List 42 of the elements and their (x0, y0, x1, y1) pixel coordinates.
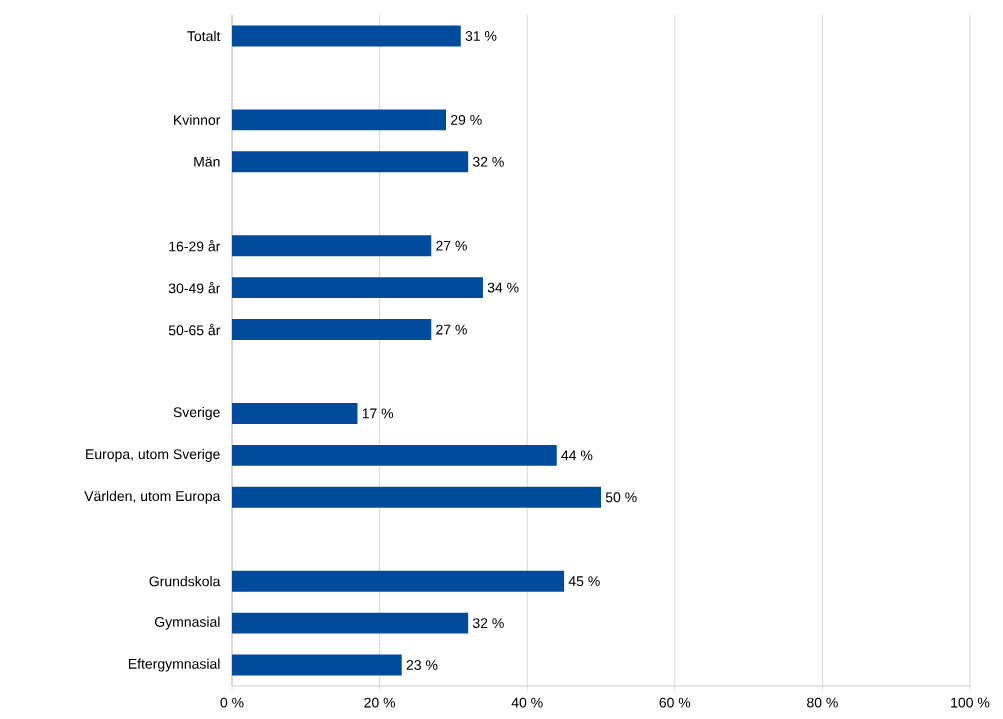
data-label: 32 % (472, 618, 504, 629)
x-tick-label: 80 % (807, 697, 838, 708)
bar (232, 486, 601, 508)
data-label: 27 % (436, 324, 467, 335)
bar (232, 151, 469, 173)
data-label: 45 % (568, 576, 600, 587)
bar (232, 25, 461, 47)
y-tick-label: Eftergymnasial (128, 658, 220, 672)
bar (232, 277, 483, 299)
x-tick-label: 0 % (220, 697, 244, 708)
data-label: 29 % (451, 114, 482, 125)
bar (232, 444, 557, 466)
y-tick-label: 50-65 år (168, 323, 221, 336)
bar (232, 319, 432, 341)
bar (232, 109, 447, 131)
y-tick-label: Kvinnor (174, 114, 221, 126)
x-tick-label: 20 % (364, 697, 396, 708)
y-tick-label: Världen, utom Europa (84, 490, 221, 504)
data-label: 50 % (605, 492, 637, 503)
y-tick-label: Grundskola (149, 576, 221, 587)
data-label: 44 % (561, 450, 593, 461)
y-tick-label: Män (194, 156, 220, 167)
y-tick-label: 30-49 år (168, 281, 221, 294)
bar (232, 612, 469, 634)
y-tick-label: Sverige (173, 406, 220, 420)
data-label: 23 % (406, 660, 438, 671)
data-label: 17 % (362, 408, 394, 419)
data-label: 32 % (472, 156, 504, 167)
bar (232, 402, 358, 424)
bar (232, 570, 565, 592)
x-tick-label: 100 % (951, 697, 990, 708)
bar (232, 235, 432, 257)
y-tick-label: 16-29 år (169, 239, 221, 252)
bar (232, 654, 402, 676)
data-label: 34 % (487, 282, 519, 293)
y-tick-label: Europa, utom Sverige (86, 448, 220, 462)
y-tick-label: Totalt (187, 30, 221, 42)
x-tick-label: 40 % (511, 697, 543, 708)
data-label: 27 % (436, 240, 467, 251)
y-tick-label: Gymnasial (154, 616, 220, 630)
data-label: 31 % (465, 31, 497, 41)
x-tick-label: 60 % (659, 697, 691, 708)
